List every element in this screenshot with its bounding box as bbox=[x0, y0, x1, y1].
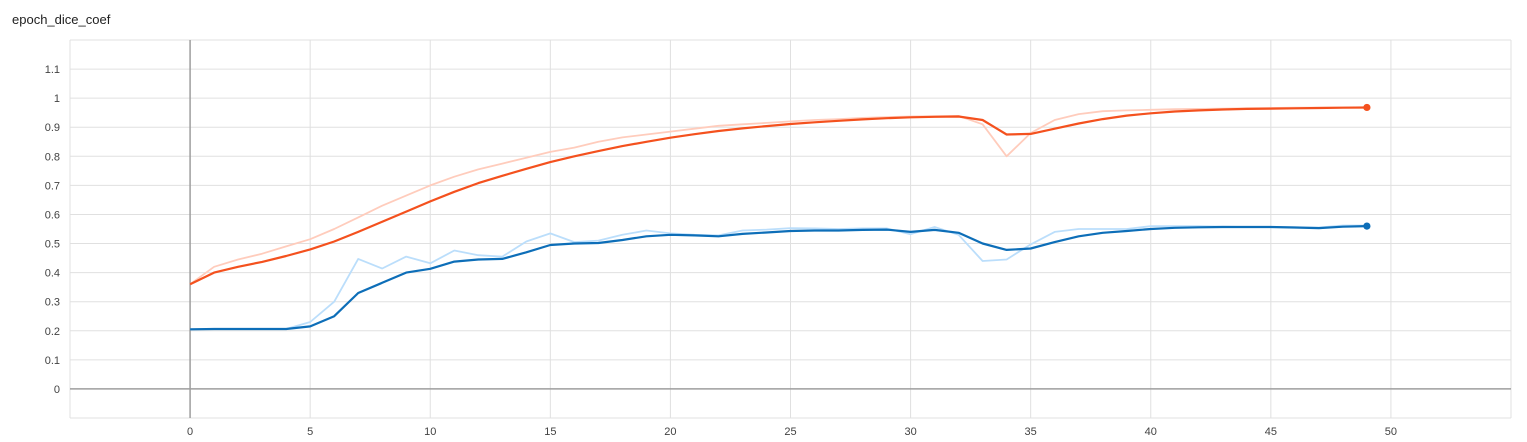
y-tick-label: 0.7 bbox=[45, 180, 60, 192]
x-tick-label: 40 bbox=[1145, 426, 1157, 438]
x-tick-label: 0 bbox=[187, 426, 193, 438]
y-tick-label: 1.1 bbox=[45, 64, 60, 76]
x-tick-label: 5 bbox=[307, 426, 313, 438]
y-tick-label: 0.6 bbox=[45, 209, 60, 221]
y-tick-label: 1 bbox=[54, 93, 60, 105]
y-tick-label: 0 bbox=[54, 384, 60, 396]
series-2-raw-line bbox=[190, 224, 1367, 331]
x-tick-label: 10 bbox=[424, 426, 436, 438]
x-tick-label: 15 bbox=[544, 426, 556, 438]
y-tick-label: 0.9 bbox=[45, 122, 60, 134]
tick-labels: 0 5 10 15 20 25 30 35 40 45 50 0 0.1 0.2 0.3 0.4 0.5 0.6 0… bbox=[45, 64, 1397, 438]
x-tick-label: 20 bbox=[664, 426, 676, 438]
y-tick-label: 0.1 bbox=[45, 355, 60, 367]
grid-lines bbox=[69, 39, 1512, 419]
series-1-last-point bbox=[1363, 103, 1371, 112]
y-tick-label: 0.3 bbox=[45, 297, 60, 309]
x-tick-label: 45 bbox=[1265, 426, 1277, 438]
series-2-last-point bbox=[1363, 222, 1371, 230]
series-1-raw-line bbox=[189, 106, 1367, 285]
series-group bbox=[189, 103, 1371, 331]
series-2-smoothed-line bbox=[190, 225, 1367, 331]
x-tick-label: 30 bbox=[904, 426, 916, 438]
x-tick-label: 25 bbox=[784, 426, 796, 438]
x-tick-label: 35 bbox=[1025, 426, 1037, 438]
x-tick-label: 50 bbox=[1385, 426, 1397, 438]
y-tick-label: 0.8 bbox=[45, 151, 60, 163]
axes bbox=[70, 40, 1511, 418]
y-tick-label: 0.4 bbox=[45, 268, 60, 280]
chart-title: epoch_dice_coef bbox=[12, 12, 111, 27]
series-1-smoothed-line bbox=[189, 106, 1367, 286]
y-tick-label: 0.5 bbox=[45, 239, 60, 251]
y-tick-label: 0.2 bbox=[45, 326, 60, 338]
